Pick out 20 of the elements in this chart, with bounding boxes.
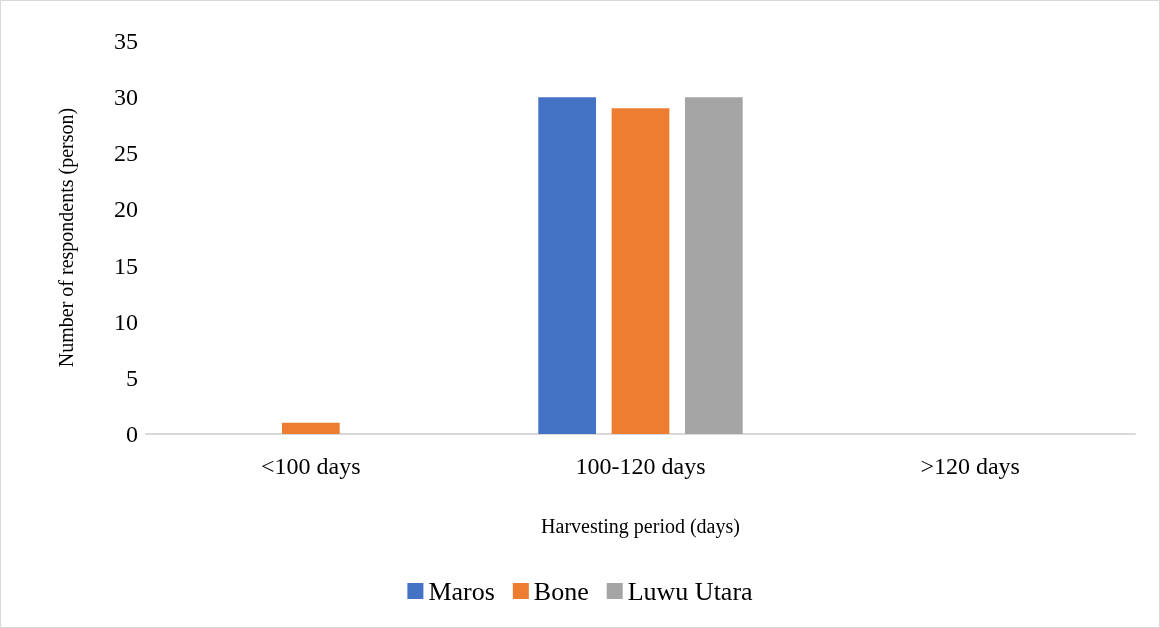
bar: [281, 422, 340, 434]
y-axis-title: Number of respondents (person): [55, 107, 78, 368]
bar: [611, 108, 670, 434]
x-tick-label: >120 days: [920, 453, 1020, 479]
y-tick-label: 15: [114, 252, 138, 279]
x-tick-label: 100-120 days: [575, 453, 706, 479]
y-tick-label: 25: [114, 140, 138, 167]
x-axis-title: Harvesting period (days): [541, 515, 740, 538]
bar: [538, 97, 597, 434]
y-tick-label: 5: [126, 364, 138, 391]
y-tick-label: 30: [114, 84, 138, 111]
x-tick-label: <100 days: [261, 453, 361, 479]
bar: [684, 97, 743, 434]
y-tick-label: 20: [114, 196, 138, 223]
y-tick-label: 35: [114, 28, 138, 54]
y-tick-label: 0: [126, 421, 138, 447]
y-tick-label: 10: [114, 308, 138, 335]
legend-label: Bone: [533, 576, 589, 606]
legend-label: Maros: [428, 576, 495, 606]
legend-label: Luwu Utara: [627, 576, 754, 606]
